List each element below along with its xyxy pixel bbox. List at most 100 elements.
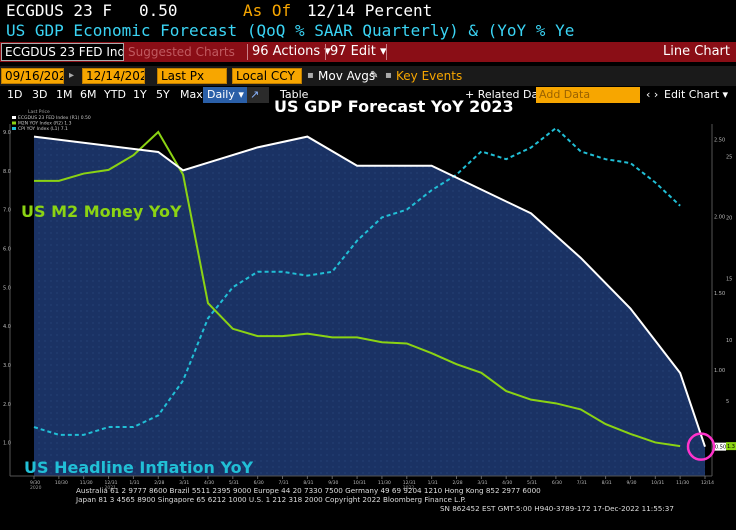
right2-tick-label: 10 — [726, 338, 732, 344]
x-tick-label: 1/31 — [428, 480, 438, 486]
related-data-button[interactable]: + Related Dat — [465, 88, 543, 101]
key-events-button[interactable]: Key Events — [396, 69, 463, 83]
x-tick-label: 9/30 — [30, 480, 40, 486]
x-tick-label: 10/31 — [353, 480, 366, 486]
pencil-icon[interactable]: ✎ — [370, 70, 379, 81]
x-tick-label: 7/31 — [577, 480, 587, 486]
left-tick-label: 7.0 — [3, 208, 11, 214]
m2-end-label: 1.3 — [727, 444, 735, 450]
end-value-labels: 0.50 1.3 — [714, 442, 736, 451]
period-1m[interactable]: 1M — [56, 88, 73, 101]
suggested-charts-menu[interactable]: Suggested Charts — [128, 45, 235, 59]
x-year-label: 2021 — [105, 485, 117, 491]
x-tick-label: 11/30 — [378, 480, 391, 486]
x-tick-label: 5/31 — [527, 480, 537, 486]
toolbar-divider — [386, 44, 387, 60]
security-header: ECGDUS 23 F 0.50 As Of 12/14 Percent — [0, 0, 736, 22]
table-button[interactable]: Table — [280, 88, 309, 101]
right2-tick-label: 20 — [726, 216, 732, 222]
x-tick-label: 4/30 — [204, 480, 214, 486]
period-6m[interactable]: 6M — [80, 88, 97, 101]
x-tick-label: 12/31 — [403, 480, 416, 486]
nav-arrows-icon[interactable]: ‹ › — [646, 88, 659, 101]
x-tick-label: 10/30 — [55, 480, 68, 486]
as-of-value: 12/14 Percent — [307, 1, 433, 20]
x-tick-label: 4/30 — [502, 480, 512, 486]
x-tick-label: 7/31 — [279, 480, 289, 486]
period-3d[interactable]: 3D — [32, 88, 48, 101]
left-tick-label: 9.0 — [3, 130, 11, 136]
add-data-input[interactable]: Add Data — [536, 87, 640, 103]
left-tick-label: 5.0 — [3, 285, 11, 291]
x-tick-label: 2/28 — [452, 480, 462, 486]
gdp-area-fill — [34, 136, 705, 476]
ticker-label: ECGDUS 23 F — [6, 1, 112, 20]
checkbox-icon[interactable]: ▪ — [385, 70, 392, 81]
m2-annotation: US M2 Money YoY — [21, 202, 182, 221]
period-1y[interactable]: 1Y — [133, 88, 147, 101]
period-selector: 1D 3D 1M 6M YTD 1Y 5Y Max Daily ▾ ↗ Tabl… — [0, 86, 736, 104]
chart-panel: 9.0 8.0 7.0 6.0 5.0 4.0 3.0 2.0 1.0 2.50 2.00 1.50 1… — [0, 97, 736, 530]
currency-select[interactable]: Local CCY — [232, 68, 302, 84]
line-chart-icon[interactable]: ↗ — [247, 87, 269, 103]
inflation-annotation: US Headline Inflation YoY — [24, 458, 254, 477]
period-1d[interactable]: 1D — [7, 88, 23, 101]
x-tick-label: 3/31 — [179, 480, 189, 486]
frequency-select[interactable]: Daily ▾ — [203, 87, 248, 103]
footer-line: Australia 61 2 9777 8600 Brazil 5511 239… — [76, 486, 541, 495]
chart-type-label: Line Chart — [663, 44, 730, 59]
chart-svg[interactable]: 9.0 8.0 7.0 6.0 5.0 4.0 3.0 2.0 1.0 2.50 2.00 1.50 1… — [0, 104, 736, 530]
period-max[interactable]: Max — [180, 88, 203, 101]
price-type-select[interactable]: Last Px — [157, 68, 227, 84]
period-ytd[interactable]: YTD — [104, 88, 126, 101]
x-tick-label: 9/30 — [626, 480, 636, 486]
cpi-series-line — [33, 126, 681, 436]
legend-row: CPI YOY Index (L1) 7.1 — [18, 126, 68, 132]
x-tick-label: 11/30 — [676, 480, 689, 486]
footer-line: Japan 81 3 4565 8900 Singapore 65 6212 1… — [75, 495, 466, 504]
footer: Australia 61 2 9777 8600 Brazil 5511 239… — [75, 486, 674, 513]
left-tick-label: 8.0 — [3, 169, 11, 175]
right-tick-label: 2.00 — [714, 214, 725, 220]
x-tick-label: 12/14 — [701, 480, 714, 486]
period-5y[interactable]: 5Y — [156, 88, 170, 101]
x-tick-label: 10/31 — [651, 480, 664, 486]
right-tick-label: 1.50 — [714, 291, 725, 297]
right2-tick-label: 15 — [726, 277, 732, 283]
right-tick-label: 1.00 — [714, 368, 725, 374]
x-tick-label: 3/31 — [477, 480, 487, 486]
right2-tick-label: 25 — [726, 154, 732, 160]
right-tick-label: 2.50 — [714, 138, 725, 144]
toolbar-divider — [325, 44, 326, 60]
last-price: 0.50 — [139, 1, 178, 20]
edit-chart-button[interactable]: Edit Chart ▾ — [664, 88, 729, 101]
ticker-input[interactable]: ECGDUS 23 FED Inde — [1, 43, 124, 61]
x-tick-label: 6/30 — [552, 480, 562, 486]
x-tick-label: 8/31 — [602, 480, 612, 486]
mov-avgs-button[interactable]: Mov Avgs — [318, 69, 376, 83]
left-tick-label: 6.0 — [3, 246, 11, 252]
gdp-end-label: 0.50 — [715, 445, 726, 451]
end-date-input[interactable]: 12/14/2022 — [82, 68, 145, 84]
gdp-end-box — [714, 442, 726, 451]
x-tick-label: 2/28 — [154, 480, 164, 486]
chart-controls: 09/16/2020 ▸ 12/14/2022 Last Px Local CC… — [0, 66, 736, 86]
x-tick-label: 12/31 — [105, 480, 118, 486]
x-tick-label: 1/31 — [129, 480, 139, 486]
x-tick-label: 9/30 — [328, 480, 338, 486]
checkbox-icon[interactable]: ▪ — [307, 70, 314, 81]
edit-menu[interactable]: 97 Edit ▾ — [330, 44, 387, 59]
start-date-input[interactable]: 09/16/2020 — [1, 68, 64, 84]
legend-swatch — [12, 121, 16, 125]
x-year-label: 2020 — [30, 485, 42, 491]
left-tick-label: 2.0 — [3, 402, 11, 408]
toolbar-divider — [247, 44, 248, 60]
right2-tick-label: 5 — [726, 399, 729, 405]
x-year-label: 2022 — [403, 485, 415, 491]
legend-row: M2N YOY Index (R2) 1.3 — [18, 121, 72, 127]
function-toolbar: ECGDUS 23 FED Inde Suggested Charts 96 A… — [0, 42, 736, 62]
x-tick-label: 6/30 — [254, 480, 264, 486]
gdp-series-line — [33, 135, 706, 447]
actions-menu[interactable]: 96 Actions ▾ — [252, 44, 331, 59]
